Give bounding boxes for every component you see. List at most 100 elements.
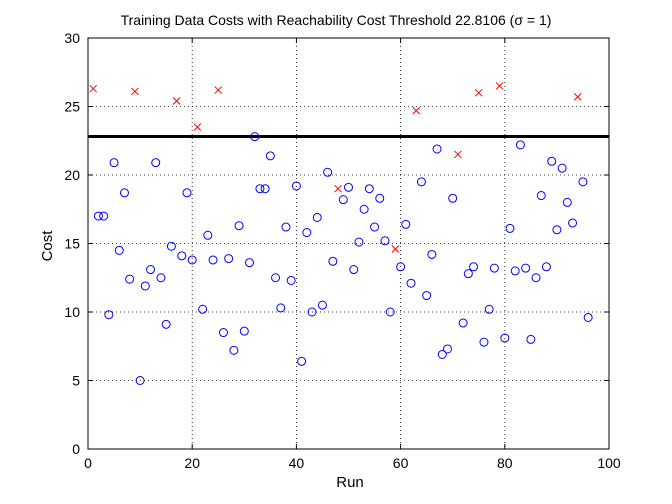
data-point-circle xyxy=(224,254,234,264)
y-tick-label: 10 xyxy=(64,304,80,320)
data-point-circle xyxy=(146,265,156,275)
data-point-circle xyxy=(140,281,150,291)
data-point-circle xyxy=(218,328,228,338)
data-point-circle xyxy=(286,275,296,285)
data-point-circle xyxy=(427,249,437,259)
data-point-circle xyxy=(260,184,270,194)
data-point-circle xyxy=(338,195,348,205)
data-point-cross xyxy=(89,84,98,93)
data-point-circle xyxy=(500,333,510,343)
data-point-cross xyxy=(391,245,400,253)
data-points xyxy=(89,82,593,385)
data-point-circle xyxy=(422,291,432,301)
data-point-circle xyxy=(552,225,562,235)
data-point-circle xyxy=(406,278,416,288)
data-point-circle xyxy=(229,345,239,355)
data-point-circle xyxy=(354,237,364,247)
data-point-cross xyxy=(454,150,462,159)
data-point-circle xyxy=(156,273,166,283)
data-point-circle xyxy=(328,256,338,266)
data-point-circle xyxy=(349,265,359,275)
data-point-circle xyxy=(307,307,317,317)
data-point-circle xyxy=(151,158,161,168)
tick-marks xyxy=(87,37,610,450)
y-tick-label: 0 xyxy=(72,441,80,457)
data-point-circle xyxy=(416,177,426,187)
x-axis-label: Run xyxy=(336,474,364,491)
data-point-circle xyxy=(396,262,406,272)
data-point-circle xyxy=(208,255,218,265)
data-point-circle xyxy=(385,307,395,317)
data-point-circle xyxy=(99,211,109,221)
data-point-cross xyxy=(495,82,504,90)
y-tick-label: 30 xyxy=(64,30,80,46)
tick-labels: 0 20 40 60 80 100 0 5 10 15 20 25 30 xyxy=(64,30,620,471)
x-tick-label: 40 xyxy=(289,455,305,471)
data-point-circle xyxy=(557,163,567,173)
data-point-circle xyxy=(479,337,489,347)
data-point-circle xyxy=(442,344,452,354)
data-point-circle xyxy=(245,258,255,268)
data-point-circle xyxy=(489,263,499,273)
data-point-circle xyxy=(578,177,588,187)
data-point-circle xyxy=(458,318,468,328)
x-tick-label: 80 xyxy=(497,455,513,471)
data-point-cross xyxy=(193,123,202,131)
data-point-circle xyxy=(281,222,291,232)
data-point-circle xyxy=(401,219,411,229)
data-point-circle xyxy=(380,236,390,246)
x-tick-label: 60 xyxy=(393,455,409,471)
data-point-circle xyxy=(276,303,286,313)
data-point-circle xyxy=(104,310,114,320)
data-point-circle xyxy=(93,211,103,221)
data-point-cross xyxy=(334,184,342,193)
data-point-circle xyxy=(583,312,593,322)
data-point-circle xyxy=(505,223,515,233)
data-point-cross xyxy=(573,93,582,101)
data-point-circle xyxy=(271,273,281,283)
data-point-circle xyxy=(239,326,249,336)
data-point-circle xyxy=(255,184,265,194)
data-point-circle xyxy=(166,241,176,251)
data-point-circle xyxy=(432,144,442,154)
data-point-circle xyxy=(515,140,525,150)
x-tick-label: 0 xyxy=(84,455,92,471)
data-point-circle xyxy=(521,263,531,273)
data-point-circle xyxy=(323,167,333,177)
data-point-circle xyxy=(562,197,572,207)
data-point-circle xyxy=(250,132,260,142)
data-point-circle xyxy=(177,251,187,261)
data-point-circle xyxy=(109,158,119,168)
data-point-circle xyxy=(437,349,447,359)
data-point-circle xyxy=(317,300,327,310)
data-point-circle xyxy=(510,266,520,276)
data-point-circle xyxy=(161,319,171,329)
data-point-circle xyxy=(119,188,129,198)
data-point-circle xyxy=(291,181,301,191)
data-point-circle xyxy=(297,356,307,366)
data-point-circle xyxy=(203,230,213,240)
data-point-circle xyxy=(182,188,192,198)
data-point-circle xyxy=(547,156,557,166)
data-point-circle xyxy=(370,222,380,232)
data-point-cross xyxy=(474,88,483,97)
data-point-circle xyxy=(541,262,551,272)
data-point-circle xyxy=(312,212,322,222)
x-tick-label: 100 xyxy=(597,455,621,471)
data-point-circle xyxy=(531,273,541,283)
data-point-circle xyxy=(302,228,312,238)
data-point-cross xyxy=(172,97,181,105)
data-point-circle xyxy=(484,304,494,314)
data-point-circle xyxy=(198,304,208,314)
data-point-circle xyxy=(568,218,578,228)
data-point-circle xyxy=(463,269,473,279)
y-tick-label: 25 xyxy=(64,99,80,115)
y-tick-label: 20 xyxy=(64,167,80,183)
data-point-circle xyxy=(359,204,369,214)
data-point-circle xyxy=(265,151,275,161)
data-point-circle xyxy=(526,334,536,344)
data-point-circle xyxy=(536,191,546,201)
data-point-circle xyxy=(448,193,458,203)
y-tick-label: 15 xyxy=(64,236,80,252)
